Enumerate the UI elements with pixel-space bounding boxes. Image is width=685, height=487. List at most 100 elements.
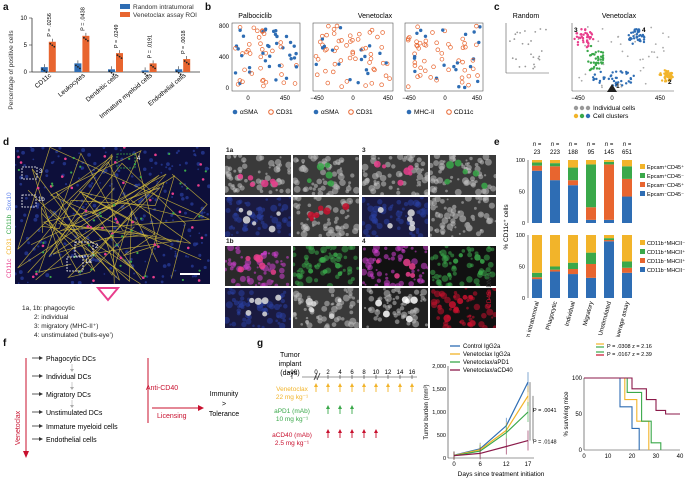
tile-texture	[392, 297, 396, 301]
tile-texture	[268, 190, 273, 195]
c-point-cluster	[597, 50, 600, 53]
d-nucleus	[109, 184, 112, 187]
tile-texture	[432, 278, 435, 282]
tile-cell	[444, 178, 451, 185]
d-tile-label-4: 4	[362, 238, 366, 245]
b-point-orange	[249, 71, 255, 76]
d-nucleus	[24, 196, 28, 200]
c-xtick-neg: −450	[571, 96, 585, 102]
tile-texture	[244, 259, 252, 266]
tile-texture	[406, 321, 411, 326]
tile-texture	[339, 167, 343, 170]
d-nucleus	[166, 162, 170, 167]
tile-texture	[362, 170, 365, 173]
c-point-cluster	[573, 37, 576, 41]
d-nucleus	[185, 195, 189, 200]
tile-texture	[424, 218, 428, 225]
tile-cell	[394, 273, 400, 279]
d-cd11b-cell	[198, 269, 201, 272]
tile-texture	[441, 217, 449, 224]
tile-cell	[479, 259, 485, 264]
b-point-blue	[378, 51, 382, 56]
d-cd11c-cell	[178, 210, 182, 214]
d-key-1: 1a, 1b: phagocytic	[22, 305, 75, 312]
tile-texture	[337, 173, 345, 181]
tile-cell	[381, 164, 387, 169]
gg-series-line	[453, 395, 529, 457]
tile-texture	[311, 220, 318, 226]
f-connector-head	[70, 369, 74, 372]
a-data-point	[183, 60, 186, 62]
c-point-individual	[642, 66, 645, 69]
g-day-label: 10	[373, 370, 380, 376]
b-point-orange	[367, 60, 372, 65]
b-point-orange	[380, 30, 385, 35]
tile-texture	[241, 226, 248, 232]
b3-xtick-450: 450	[472, 96, 483, 102]
tile-texture	[325, 246, 331, 250]
d-nucleus	[102, 147, 106, 150]
c-point-cluster	[659, 72, 662, 75]
c-point-random	[527, 43, 530, 46]
tile-texture	[380, 181, 387, 187]
d-nucleus	[142, 214, 146, 218]
tile-texture	[475, 283, 481, 286]
tile-texture	[438, 169, 442, 174]
tile-texture	[391, 288, 396, 294]
tile-texture	[241, 163, 248, 169]
g-day-label: −10	[287, 370, 298, 376]
tile-cell	[270, 269, 277, 275]
b-point-orange	[460, 59, 465, 65]
tile-texture	[225, 165, 231, 173]
b-point-orange	[446, 67, 451, 73]
tile-texture	[375, 234, 379, 237]
e-bar-segment	[622, 261, 632, 268]
d-channel-sox10: Sox10	[6, 192, 13, 211]
b-point-orange	[475, 73, 480, 78]
e-ytick: 50	[519, 265, 525, 271]
d-nucleus	[45, 273, 50, 278]
tile-texture	[234, 218, 238, 222]
b-point-blue	[261, 51, 265, 55]
e-n-value: 145	[604, 150, 615, 156]
b-point-orange	[278, 40, 283, 45]
b-point-blue	[268, 54, 272, 58]
g-dose-arrowhead	[314, 383, 318, 387]
a-bar	[48, 41, 56, 72]
g-day-label: 2	[326, 370, 330, 376]
tile-texture	[227, 290, 232, 295]
c-cluster-1: 1	[616, 83, 620, 90]
d-nucleus	[35, 202, 40, 207]
f-item-label: Phagocytic DCs	[46, 356, 96, 363]
d-zoom-tile	[293, 288, 359, 328]
tile-texture	[277, 229, 281, 234]
c-point-cluster	[664, 75, 667, 78]
d-zoom-tile	[293, 197, 359, 237]
tile-texture	[439, 165, 445, 171]
tile-texture	[259, 189, 264, 194]
d-tile-label-3: 3	[362, 147, 366, 154]
tile-texture	[485, 267, 491, 273]
gg-xtick: 0	[452, 462, 456, 468]
gg-xtick: 12	[503, 462, 510, 468]
panel-a-ylabel: Percentage of positive cells	[8, 30, 15, 110]
d-nucleus	[200, 150, 205, 155]
d-side-dna: DNA	[486, 273, 493, 287]
e-n-label: n =	[605, 142, 614, 148]
a-pvalue: P = .0018	[181, 30, 187, 54]
g-day-label: 4	[338, 370, 342, 376]
b-point-orange	[470, 58, 476, 63]
e-bar-segment	[622, 160, 632, 167]
d-nucleus	[130, 257, 133, 261]
c-point-cluster	[624, 82, 628, 85]
a-data-point	[45, 71, 48, 74]
tile-texture	[297, 281, 304, 286]
tile-texture	[401, 248, 406, 254]
d-nucleus	[174, 269, 177, 272]
c-point-individual	[662, 50, 665, 52]
tile-texture	[306, 322, 309, 325]
tile-texture	[293, 246, 296, 251]
e-bar-segment	[532, 160, 542, 163]
b-point-orange	[434, 40, 439, 46]
g-dose-arrowhead	[338, 429, 342, 433]
